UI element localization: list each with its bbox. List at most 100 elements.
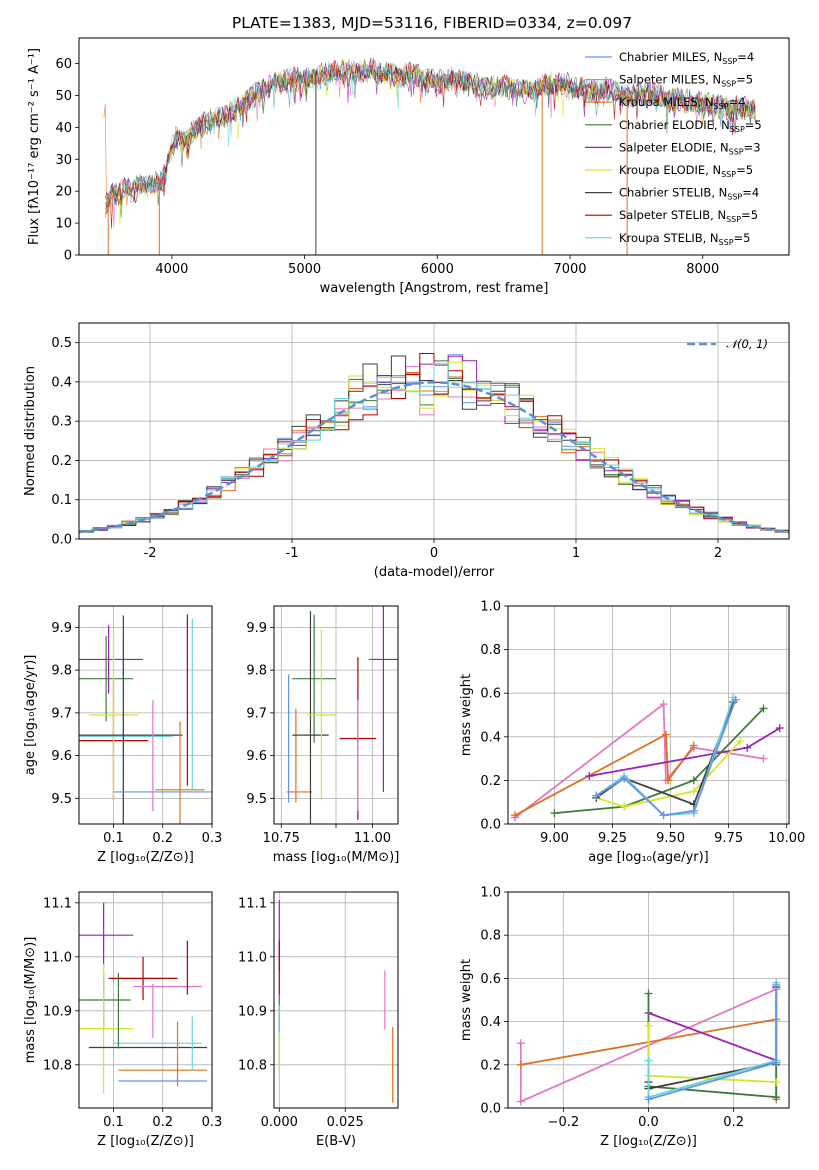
- y-axis-label: Normed distribution: [23, 366, 38, 496]
- x-tick-label: -2: [144, 546, 157, 561]
- weight-point-marker: [644, 1095, 653, 1104]
- x-tick-label: 2: [714, 546, 722, 561]
- y-tick-label: 0.4: [480, 730, 501, 745]
- y-tick-label: 0.6: [480, 972, 501, 987]
- errorbar-point: [79, 625, 144, 694]
- x-tick-label: 0.025: [327, 1115, 364, 1130]
- y-tick-label: 9.5: [246, 792, 267, 807]
- x-tick-label: 9.00: [540, 831, 569, 846]
- y-tick-label: 40: [55, 121, 72, 136]
- y-tick-label: 9.9: [246, 621, 267, 636]
- weight-point-marker: [516, 1039, 525, 1048]
- normal-reference-curve: [79, 381, 789, 534]
- weight-point-marker: [592, 791, 601, 800]
- y-tick-label: 9.9: [51, 621, 72, 636]
- plot-area-ebv-mass: [278, 900, 394, 1103]
- legend: 𝒩(0, 1): [687, 337, 768, 351]
- weight-point-marker: [620, 774, 629, 783]
- weight-series-line: [648, 1012, 777, 1062]
- y-tick-label: 11.1: [238, 896, 267, 911]
- x-tick-label: 6000: [421, 262, 454, 277]
- panel-ebv-mass: 0.000 0.025 10.8 10.9 11.0 11.1 E(B-V): [238, 891, 399, 1149]
- panel-z-mass: 0.1 0.2 0.3 10.8 10.9 11.0 11.1 Z [log₁₀(Z/Z⊙)]…: [23, 891, 222, 1149]
- errorbar-point: [79, 963, 134, 1094]
- weight-point-marker: [585, 772, 594, 781]
- y-tick-label: 0.8: [480, 929, 501, 944]
- y-tick-label: 11.1: [43, 896, 72, 911]
- weight-point-marker: [516, 1097, 525, 1106]
- y-tick-label: 1.0: [480, 600, 501, 615]
- y-tick-label: 9.7: [51, 706, 72, 721]
- y-tick-label: 9.6: [51, 749, 72, 764]
- weight-point-marker: [759, 704, 768, 713]
- weight-point-marker: [775, 724, 784, 733]
- x-axis-label: Z [log₁₀(Z/Z⊙)]: [600, 1134, 697, 1149]
- axes-frame: [273, 891, 399, 1109]
- x-tick-label: 11.00: [354, 831, 391, 846]
- y-tick-label: 9.8: [246, 664, 267, 679]
- weight-point-marker: [772, 1078, 781, 1087]
- legend-label: Kroupa ELODIE, NSSP=5: [619, 163, 753, 179]
- errorbar-point: [292, 614, 336, 743]
- weight-point-marker: [659, 811, 668, 820]
- y-tick-label: 60: [55, 57, 72, 72]
- panels-layer: Chabrier MILES, NSSP=4 Salpeter MILES, NS…: [23, 37, 805, 1149]
- x-tick-label: 0.3: [202, 831, 223, 846]
- x-tick-label: 9.75: [714, 831, 743, 846]
- x-tick-label: 0.1: [103, 1115, 124, 1130]
- errorbar-point: [79, 902, 134, 968]
- weight-point-marker: [659, 700, 668, 709]
- x-tick-label: 0.0: [638, 1115, 659, 1130]
- x-tick-label: 0.1: [103, 831, 124, 846]
- y-tick-label: 10: [55, 217, 72, 232]
- weight-series-line: [514, 733, 695, 817]
- panel-residuals: 𝒩(0, 1) -2 -1 0 1 2 0.0 0.1 0.2 0.3 0.4 0.5 (data-mo…: [23, 322, 790, 580]
- y-axis-label: Flux [fλ10⁻¹⁷ erg cm⁻² s⁻¹ A⁻¹]: [27, 48, 42, 245]
- weight-series-line: [648, 984, 778, 1101]
- y-axis-label: mass [log₁₀(M/M⊙)]: [23, 937, 38, 1064]
- y-tick-label: 9.7: [246, 706, 267, 721]
- y-tick-label: 11.0: [43, 950, 72, 965]
- x-axis-label: age [log₁₀(age/yr)]: [588, 850, 709, 865]
- y-axis-label: mass weight: [459, 959, 474, 1041]
- weight-point-marker: [759, 754, 768, 763]
- axes-frame: [507, 605, 790, 825]
- y-tick-label: 20: [55, 185, 72, 200]
- legend-label: Salpeter MILES, NSSP=5: [619, 73, 753, 89]
- y-tick-label: 11.0: [238, 950, 267, 965]
- y-tick-label: 50: [55, 89, 72, 104]
- y-tick-label: 0.2: [51, 454, 72, 469]
- legend-label: Salpeter STELIB, NSSP=5: [619, 208, 758, 224]
- errorbar-point: [292, 611, 329, 824]
- weight-point-marker: [644, 1021, 653, 1030]
- errorbar-point: [88, 629, 139, 801]
- x-tick-label: 10.00: [768, 831, 805, 846]
- weight-point-marker: [736, 737, 745, 746]
- x-tick-label: 4000: [155, 262, 188, 277]
- y-tick-label: 10.8: [43, 1058, 72, 1073]
- x-tick-label: 0.2: [723, 1115, 744, 1130]
- weight-point-marker: [689, 776, 698, 785]
- legend-label: Chabrier ELODIE, NSSP=5: [619, 118, 762, 134]
- y-tick-label: 0.5: [51, 336, 72, 351]
- series-line: [105, 63, 756, 206]
- weight-point-marker: [620, 802, 629, 811]
- y-tick-label: 0.0: [480, 818, 501, 833]
- weight-point-marker: [772, 1058, 781, 1067]
- y-tick-label: 10.9: [238, 1004, 267, 1019]
- x-tick-label: 10.75: [263, 831, 300, 846]
- weight-point-marker: [644, 989, 653, 998]
- panel-z-age: 0.1 0.2 0.3 9.5 9.6 9.7 9.8 9.9 Z [log₁₀(Z/Z⊙)] a…: [23, 605, 223, 865]
- y-tick-label: 0.0: [51, 533, 72, 548]
- plot-area-spectrum: [102, 57, 756, 255]
- panel-z-weight: −0.2 0.0 0.2 0.0 0.2 0.4 0.6 0.8 1.0 Z [log₁₀(Z/Z…: [459, 886, 790, 1149]
- axes-frame: [78, 605, 213, 825]
- x-tick-label: 8000: [686, 262, 719, 277]
- errorbar-point: [306, 629, 336, 801]
- y-tick-label: 0.4: [51, 375, 72, 390]
- axes-frame: [78, 37, 790, 256]
- weight-point-marker: [510, 811, 519, 820]
- histogram-series: [79, 355, 789, 533]
- legend-label: Chabrier STELIB, NSSP=4: [619, 186, 759, 202]
- weight-point-marker: [516, 1060, 525, 1069]
